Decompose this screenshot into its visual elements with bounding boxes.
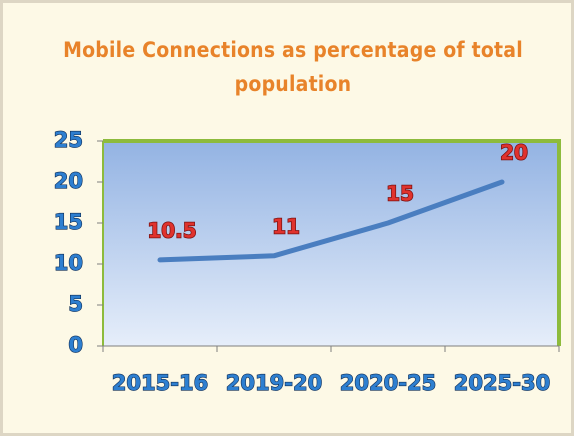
y-tick-label: 25	[54, 128, 83, 152]
data-label: 10.5	[147, 218, 196, 242]
data-label: 15	[386, 182, 414, 206]
chart-title: Mobile Connections as percentage of tota…	[63, 38, 523, 96]
data-label: 11	[272, 214, 300, 238]
y-tick-label: 0	[68, 333, 83, 357]
y-tick-label: 10	[54, 251, 83, 275]
plot-area	[103, 141, 559, 346]
x-tick-label: 2015-16	[112, 371, 208, 395]
x-tick-label: 2019-20	[226, 371, 322, 395]
x-tick-label: 2025-30	[454, 371, 550, 395]
y-tick-label: 15	[54, 210, 83, 234]
chart: 0 5 10 15 20 25 2015-16 2019-20 2020-25 2025-30 10…	[53, 127, 561, 396]
plot-border	[103, 139, 561, 346]
line-series	[157, 179, 505, 263]
data-label: 20	[500, 141, 528, 165]
y-tick-label: 5	[68, 292, 83, 316]
x-tick-label: 2020-25	[340, 371, 436, 395]
y-tick-label: 20	[54, 169, 83, 193]
